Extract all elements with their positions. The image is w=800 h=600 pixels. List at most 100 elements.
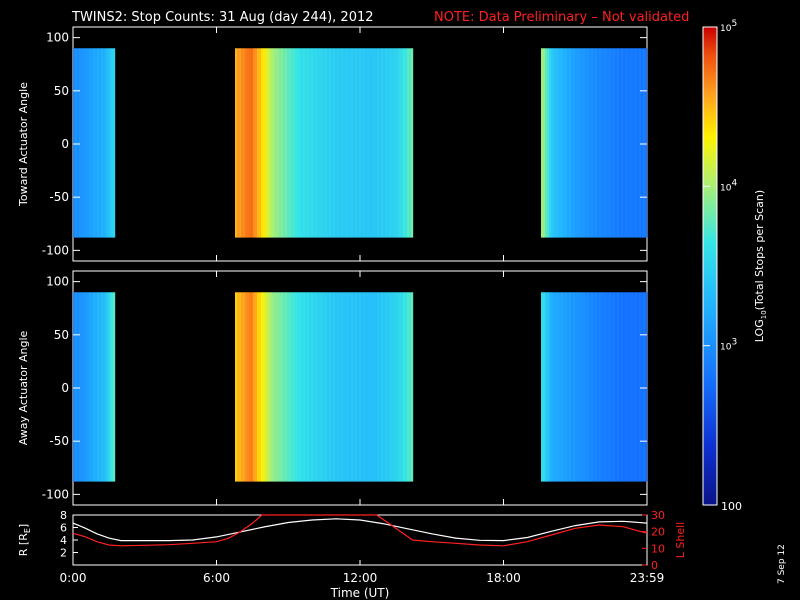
colorbar-tick-exponent: 3 bbox=[731, 338, 737, 348]
away-heat-column bbox=[633, 292, 636, 482]
toward-heat-column bbox=[81, 48, 84, 238]
toward-data-segment bbox=[235, 48, 414, 238]
away-heat-column bbox=[355, 292, 358, 482]
toward-heat-column bbox=[565, 48, 568, 238]
away-heat-column bbox=[323, 292, 326, 482]
radius-tick-label: 2 bbox=[60, 547, 67, 560]
away-heat-column bbox=[601, 292, 604, 482]
toward-heat-column bbox=[395, 48, 398, 238]
toward-heat-column bbox=[255, 48, 258, 238]
toward-heat-column bbox=[95, 48, 98, 238]
toward-heat-column bbox=[261, 48, 264, 238]
toward-heat-column bbox=[587, 48, 590, 238]
away-heat-column bbox=[353, 292, 356, 482]
toward-heat-column bbox=[329, 48, 332, 238]
away-heat-column bbox=[259, 292, 262, 482]
toward-heat-column bbox=[571, 48, 574, 238]
away-heat-column bbox=[599, 292, 602, 482]
toward-heat-column bbox=[573, 48, 576, 238]
toward-heat-column bbox=[589, 48, 592, 238]
toward-heat-column bbox=[367, 48, 370, 238]
toward-heat-column bbox=[267, 48, 270, 238]
toward-heat-column bbox=[283, 48, 286, 238]
toward-heat-column bbox=[79, 48, 82, 238]
away-heat-column bbox=[271, 292, 274, 482]
toward-heat-column bbox=[575, 48, 578, 238]
radius-axis-label: R [RE] bbox=[17, 524, 32, 556]
toward-heat-column bbox=[97, 48, 100, 238]
away-heat-column bbox=[387, 292, 390, 482]
away-heat-column bbox=[613, 292, 616, 482]
toward-heat-column bbox=[103, 48, 106, 238]
toward-heat-column bbox=[645, 48, 648, 238]
toward-heat-column bbox=[111, 48, 114, 238]
toward-data-segment bbox=[73, 48, 116, 238]
away-heat-column bbox=[579, 292, 582, 482]
toward-heat-column bbox=[73, 48, 76, 238]
away-heat-column bbox=[325, 292, 328, 482]
toward-heat-column bbox=[585, 48, 588, 238]
toward-heat-column bbox=[281, 48, 284, 238]
toward-heat-column bbox=[357, 48, 360, 238]
toward-heat-column bbox=[105, 48, 108, 238]
toward-heat-column bbox=[593, 48, 596, 238]
away-heat-column bbox=[337, 292, 340, 482]
away-heat-column bbox=[239, 292, 242, 482]
time-tick-label: 0:00 bbox=[60, 571, 87, 585]
away-heatmap bbox=[73, 292, 648, 482]
away-heat-column bbox=[85, 292, 88, 482]
toward-heat-column bbox=[291, 48, 294, 238]
away-heat-column bbox=[567, 292, 570, 482]
away-heat-column bbox=[397, 292, 400, 482]
away-heat-column bbox=[269, 292, 272, 482]
away-heat-column bbox=[345, 292, 348, 482]
away-heat-column bbox=[615, 292, 618, 482]
away-y-axis-label: Away Actuator Angle bbox=[17, 330, 30, 445]
away-heat-column bbox=[595, 292, 598, 482]
away-ytick-label: 100 bbox=[46, 275, 69, 289]
away-heat-column bbox=[83, 292, 86, 482]
away-heat-column bbox=[341, 292, 344, 482]
away-heat-column bbox=[565, 292, 568, 482]
toward-heat-column bbox=[633, 48, 636, 238]
away-heat-column bbox=[349, 292, 352, 482]
toward-heat-column bbox=[315, 48, 318, 238]
toward-heat-column bbox=[339, 48, 342, 238]
away-heat-column bbox=[367, 292, 370, 482]
away-heat-column bbox=[405, 292, 408, 482]
away-heat-column bbox=[639, 292, 642, 482]
away-heat-column bbox=[297, 292, 300, 482]
toward-heat-column bbox=[581, 48, 584, 238]
away-heat-column bbox=[277, 292, 280, 482]
away-heat-column bbox=[589, 292, 592, 482]
toward-heat-column bbox=[363, 48, 366, 238]
toward-heat-column bbox=[559, 48, 562, 238]
away-heat-column bbox=[313, 292, 316, 482]
away-heat-column bbox=[333, 292, 336, 482]
time-tick-label: 23:59 bbox=[630, 571, 665, 585]
away-heat-column bbox=[111, 292, 114, 482]
toward-heat-column bbox=[285, 48, 288, 238]
toward-heat-column bbox=[603, 48, 606, 238]
away-heat-column bbox=[303, 292, 306, 482]
toward-heat-column bbox=[613, 48, 616, 238]
away-heat-column bbox=[113, 292, 116, 482]
away-heat-column bbox=[247, 292, 250, 482]
toward-heat-column bbox=[631, 48, 634, 238]
toward-heat-column bbox=[599, 48, 602, 238]
toward-heat-column bbox=[641, 48, 644, 238]
toward-heat-column bbox=[313, 48, 316, 238]
away-heat-column bbox=[623, 292, 626, 482]
away-heat-column bbox=[379, 292, 382, 482]
away-heat-column bbox=[411, 292, 414, 482]
away-heat-column bbox=[257, 292, 260, 482]
lshell-tick-label: 10 bbox=[651, 542, 665, 555]
away-heat-column bbox=[625, 292, 628, 482]
toward-heat-column bbox=[611, 48, 614, 238]
radius-tick-label: 8 bbox=[60, 509, 67, 522]
away-heat-column bbox=[331, 292, 334, 482]
time-axis: 0:00 6:00 12:00 18:00 23:59 bbox=[60, 560, 665, 585]
toward-heat-column bbox=[617, 48, 620, 238]
colorbar-tick-label: 104 bbox=[720, 178, 737, 193]
